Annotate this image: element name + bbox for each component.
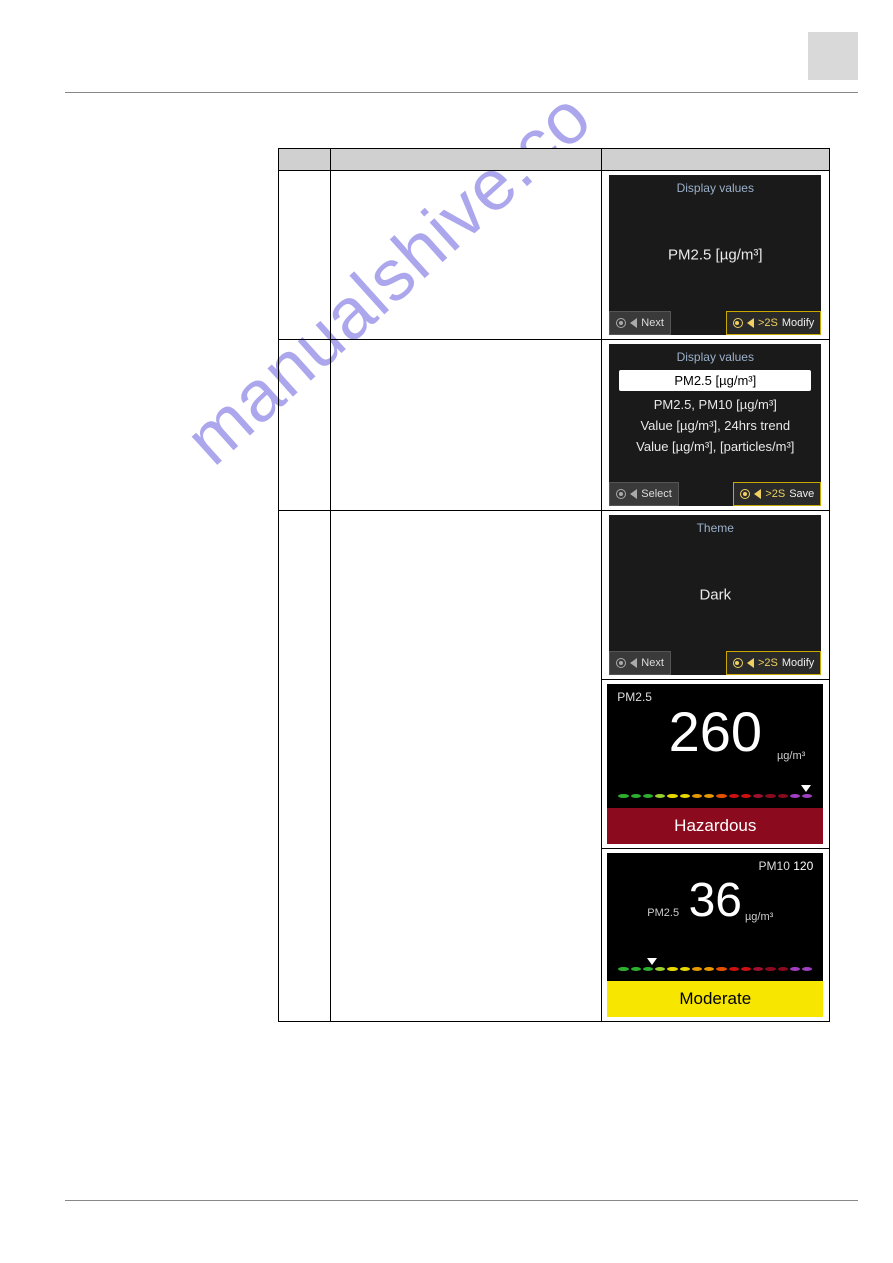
scale-marker-icon (801, 785, 811, 792)
screen-title: Theme (609, 515, 821, 535)
button-label: Save (789, 488, 814, 500)
pm-label: PM2.5 (617, 690, 652, 704)
save-button[interactable]: >2S Save (733, 482, 821, 506)
options-list: PM2.5 [µg/m³] PM2.5, PM10 [µg/m³] Value … (609, 370, 821, 457)
air-quality-scale-bar (617, 794, 813, 800)
hold-hint: >2S (758, 317, 778, 329)
hold-hint: >2S (758, 657, 778, 669)
screen-title: Display values (609, 344, 821, 364)
device-screen-theme: Theme Dark Next (609, 515, 821, 675)
list-item[interactable]: Value [µg/m³], 24hrs trend (609, 415, 821, 436)
manual-steps-table: Display values PM2.5 [µg/m³] Next >2S (278, 148, 830, 1022)
table-row: Display values PM2.5 [µg/m³] Next >2S (279, 171, 830, 340)
button-icon (616, 489, 626, 499)
button-label: Next (641, 657, 664, 669)
button-label: Next (641, 317, 664, 329)
table-row: Display values PM2.5 [µg/m³] PM2.5, PM10… (279, 340, 830, 511)
button-label: Select (641, 488, 672, 500)
left-arrow-icon (630, 658, 637, 668)
table-header-image (601, 149, 829, 171)
pm10-label-value: PM10 120 (759, 859, 814, 873)
table-header-no (279, 149, 331, 171)
next-button[interactable]: Next (609, 311, 671, 335)
device-screen-display-values: Display values PM2.5 [µg/m³] Next >2S (609, 175, 821, 335)
bottom-horizontal-rule (65, 1200, 858, 1201)
next-button[interactable]: Next (609, 651, 671, 675)
left-arrow-icon (630, 318, 637, 328)
table-row: Theme Dark Next (279, 511, 830, 1022)
pm25-label: PM2.5 (647, 907, 679, 919)
button-icon (733, 318, 743, 328)
button-icon (616, 658, 626, 668)
left-arrow-icon (747, 318, 754, 328)
list-item[interactable]: PM2.5, PM10 [µg/m³] (609, 394, 821, 415)
modify-button[interactable]: >2S Modify (726, 311, 821, 335)
pm10-label: PM10 (759, 859, 790, 873)
left-arrow-icon (747, 658, 754, 668)
select-button[interactable]: Select (609, 482, 679, 506)
button-icon (733, 658, 743, 668)
left-arrow-icon (630, 489, 637, 499)
screen-title: Display values (609, 175, 821, 195)
status-band: Hazardous (607, 808, 823, 844)
button-icon (616, 318, 626, 328)
device-screen-pm25-hazardous: PM2.5 260 µg/m³ Hazardous (607, 684, 823, 844)
button-label: Modify (782, 317, 814, 329)
device-screen-pm25-moderate: PM10 120 PM2.5 36 µg/m³ Moderate (607, 853, 823, 1017)
pm-unit: µg/m³ (777, 750, 805, 762)
status-band: Moderate (607, 981, 823, 1017)
left-arrow-icon (754, 489, 761, 499)
button-icon (740, 489, 750, 499)
top-horizontal-rule (65, 92, 858, 93)
modify-button[interactable]: >2S Modify (726, 651, 821, 675)
pm10-value: 120 (793, 859, 813, 873)
scale-marker-icon (647, 958, 657, 965)
screen-center-value: Dark (609, 587, 821, 604)
device-screen-display-values-options: Display values PM2.5 [µg/m³] PM2.5, PM10… (609, 344, 821, 506)
hold-hint: >2S (765, 488, 785, 500)
air-quality-scale-bar (617, 967, 813, 973)
table-header-desc (331, 149, 601, 171)
pm-unit: µg/m³ (745, 911, 773, 923)
list-item[interactable]: Value [µg/m³], [particles/m³] (609, 436, 821, 457)
screen-center-value: PM2.5 [µg/m³] (609, 247, 821, 264)
button-label: Modify (782, 657, 814, 669)
page-corner-block (808, 32, 858, 80)
list-item[interactable]: PM2.5 [µg/m³] (619, 370, 811, 391)
